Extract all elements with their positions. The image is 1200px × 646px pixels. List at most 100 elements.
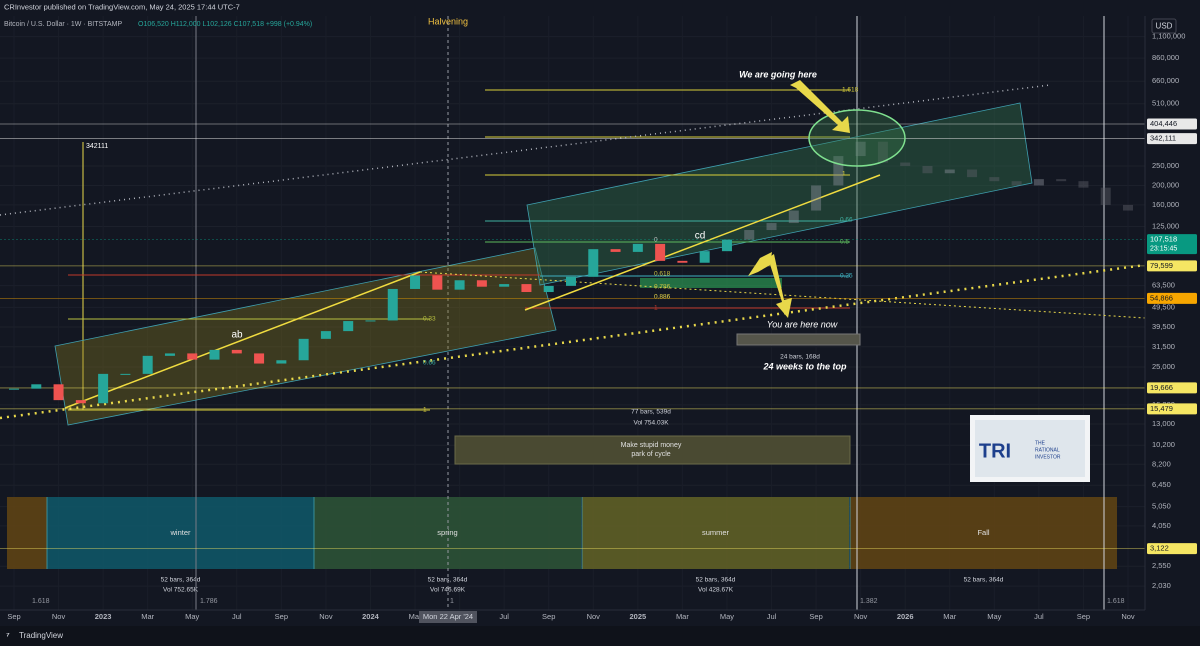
candle <box>721 239 732 252</box>
ab-line <box>64 271 421 409</box>
y-tick-label: 660,000 <box>1152 76 1179 85</box>
candle <box>788 210 799 224</box>
cycle-ratio: 1.618 <box>1107 598 1125 605</box>
fib-label: 1 <box>842 171 846 178</box>
price-axis <box>1145 16 1200 610</box>
annotation: park of cycle <box>631 451 670 458</box>
season-volume: Vol 752.65K <box>163 587 199 594</box>
price-tag-label: 79,599 <box>1150 261 1173 270</box>
annotation: ab <box>231 330 243 341</box>
crosshair-date-box <box>419 611 477 623</box>
annotation: You are here now <box>767 319 838 329</box>
price-tag-label: 3,122 <box>1150 544 1169 553</box>
symbol: Bitcoin / U.S. Dollar · 1W · BITSTAMP <box>4 21 122 28</box>
header <box>0 0 1200 15</box>
candle <box>1056 179 1067 182</box>
fib-label: 0.786 <box>654 284 671 291</box>
fib-label: 1 <box>654 305 658 312</box>
candle <box>543 285 554 293</box>
y-tick-label: 25,000 <box>1152 362 1175 371</box>
annotation: 24 weeks to the top <box>762 361 847 371</box>
annotation: Halvening <box>428 16 468 26</box>
season-stats: 52 bars, 364d <box>161 577 201 584</box>
candle <box>142 355 153 374</box>
publisher: CRInvestor published on TradingView.com,… <box>4 2 240 11</box>
y-tick-label: 860,000 <box>1152 53 1179 62</box>
candle <box>298 338 309 361</box>
candle <box>655 243 666 261</box>
annotation: Vol 754.03K <box>633 420 669 427</box>
price-tag <box>1147 382 1197 394</box>
note-box <box>454 435 851 465</box>
fib-label: 0.5 <box>840 239 849 246</box>
price-tag <box>1147 543 1197 555</box>
x-tick-label: May <box>185 612 199 621</box>
candle <box>365 320 376 322</box>
logo-inner <box>975 420 1085 477</box>
annotation: 77 bars, 539d <box>631 409 671 416</box>
season-box <box>850 497 1117 569</box>
price-tag <box>1147 234 1197 255</box>
season-volume: Vol 746.69K <box>430 587 466 594</box>
x-tick-label: Nov <box>52 612 66 621</box>
candle <box>231 349 242 354</box>
candle <box>254 353 265 364</box>
candle <box>476 280 487 287</box>
price-tag-label: 404,446 <box>1150 119 1177 128</box>
x-tick-label: Nov <box>854 612 868 621</box>
price-tag <box>1147 403 1197 415</box>
price-tag-label: 107,518 <box>1150 235 1177 244</box>
fib-label: 0 <box>654 237 658 244</box>
season-stats: 52 bars, 364d <box>964 577 1004 584</box>
candles <box>9 141 1133 404</box>
x-tick-label: Sep <box>275 612 288 621</box>
candle <box>1123 204 1133 211</box>
x-tick-label: 2024 <box>362 612 380 621</box>
candle <box>1033 179 1044 186</box>
x-tick-label: Nov <box>587 612 601 621</box>
candle <box>744 230 755 240</box>
fib-label: 0.33 <box>423 316 436 323</box>
candle <box>967 169 978 178</box>
candle <box>922 165 933 174</box>
season-name: winter <box>169 528 191 537</box>
annotations: Halvening We are going here You are here n… <box>32 16 1125 604</box>
x-tick-label: May <box>720 612 734 621</box>
price-levels <box>0 123 1145 549</box>
candle <box>187 353 198 360</box>
footer-logo: ⁷ <box>6 630 10 640</box>
x-tick-label: Mar <box>943 612 956 621</box>
candle <box>699 251 710 263</box>
y-tick-label: 250,000 <box>1152 161 1179 170</box>
annotation: cd <box>695 231 706 242</box>
candle <box>209 349 220 360</box>
logo-text: THE <box>1035 440 1046 446</box>
fib-label: 0.886 <box>654 294 671 301</box>
candle <box>900 162 911 166</box>
ohlc: O106,520 H112,000 L102,126 C107,518 +998… <box>138 21 312 28</box>
fib-label: 0.66 <box>840 217 853 224</box>
candle <box>120 373 131 375</box>
y-tick-label: 2,030 <box>1152 581 1171 590</box>
x-tick-label: Mar <box>141 612 154 621</box>
cycle-ratio: 1.382 <box>860 598 878 605</box>
currency[interactable]: USD <box>1156 22 1173 31</box>
x-tick-label: Mar <box>409 612 422 621</box>
x-tick-label: Nov <box>319 612 333 621</box>
candle <box>677 260 688 263</box>
candle <box>53 384 64 401</box>
fib-label: 0.25 <box>840 273 853 280</box>
candle <box>1100 187 1111 205</box>
candle <box>31 384 42 389</box>
price-tag-label: 342,111 <box>1150 134 1176 143</box>
y-tick-label: 1,100,000 <box>1152 32 1185 41</box>
candle <box>610 249 621 252</box>
price-tag <box>1147 118 1197 130</box>
range-box <box>736 333 861 346</box>
logo-text: INVESTOR <box>1035 454 1061 460</box>
candle <box>944 169 955 174</box>
x-tick-label: 2026 <box>897 612 914 621</box>
candle <box>1078 181 1089 188</box>
currency-box[interactable] <box>1151 18 1177 34</box>
